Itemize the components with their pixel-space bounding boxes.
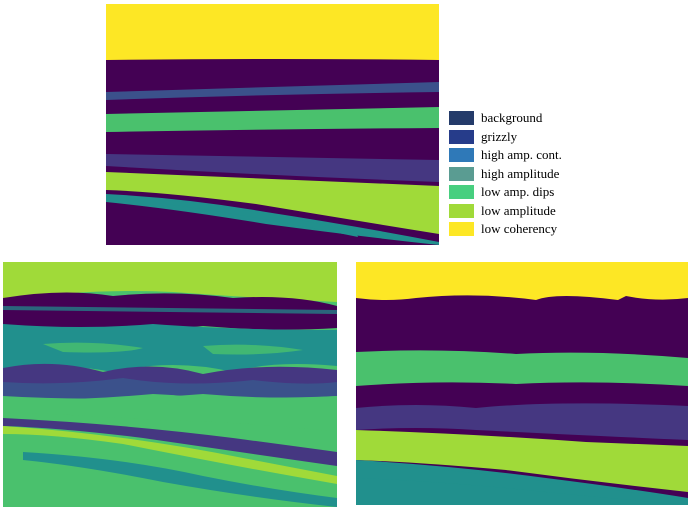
legend-item-grizzly: grizzly [449,128,649,147]
legend-swatch [449,166,474,181]
legend-label: high amp. cont. [481,147,562,163]
prediction-segmentation-right [356,262,688,505]
legend-item-high-amp-cont: high amp. cont. [449,146,649,165]
legend-item-low-amplitude: low amplitude [449,202,649,221]
legend-label: grizzly [481,128,518,144]
legend-swatch [449,222,474,237]
legend-swatch [449,129,474,144]
legend-label: high amplitude [481,165,560,181]
legend-label: background [481,110,543,126]
legend-item-low-amp-dips: low amp. dips [449,183,649,202]
legend-swatch [449,203,474,218]
legend-item-background: background [449,109,649,128]
legend: background grizzly high amp. cont. high … [449,109,649,239]
legend-item-high-amplitude: high amplitude [449,165,649,184]
legend-swatch [449,185,474,200]
legend-swatch [449,148,474,163]
legend-swatch [449,111,474,126]
legend-label: low amplitude [481,202,556,218]
ground-truth-segmentation [106,4,439,245]
legend-label: low coherency [481,221,558,237]
prediction-segmentation-left [3,262,337,507]
legend-item-low-coherency: low coherency [449,220,649,239]
legend-label: low amp. dips [481,184,555,200]
